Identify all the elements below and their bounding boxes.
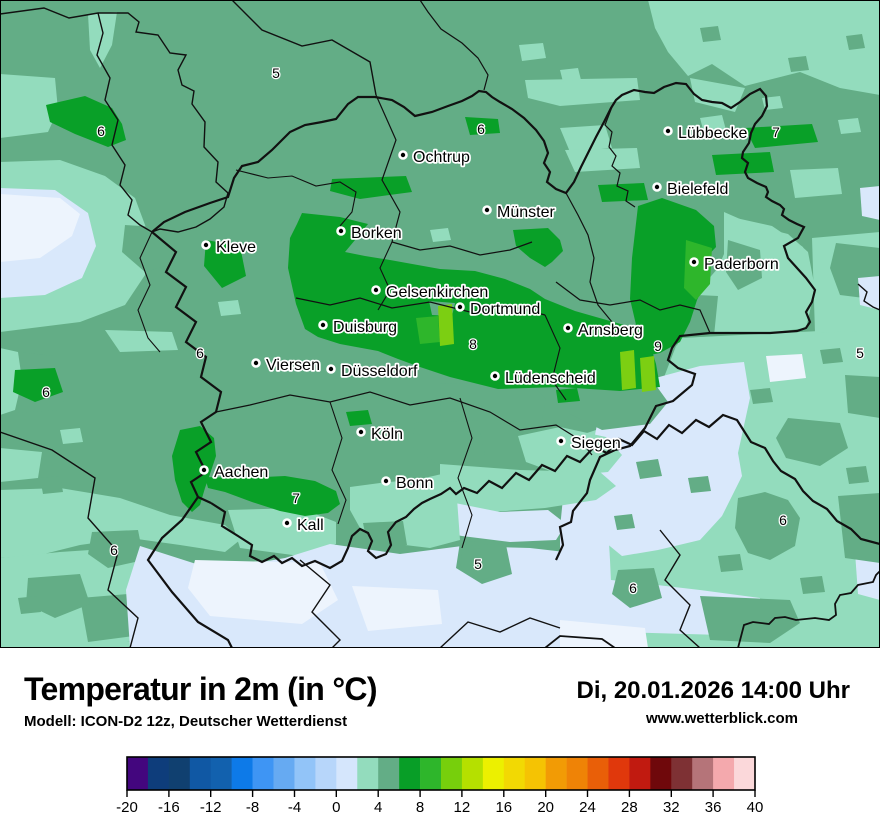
svg-text:40: 40 bbox=[747, 799, 764, 816]
svg-text:6: 6 bbox=[42, 384, 50, 400]
svg-text:6: 6 bbox=[779, 512, 787, 528]
svg-text:Borken: Borken bbox=[351, 225, 402, 242]
svg-text:24: 24 bbox=[579, 799, 596, 816]
svg-text:0: 0 bbox=[332, 799, 340, 816]
svg-text:12: 12 bbox=[454, 799, 471, 816]
svg-text:6: 6 bbox=[629, 580, 637, 596]
svg-text:Kleve: Kleve bbox=[216, 239, 256, 256]
svg-text:Paderborn: Paderborn bbox=[704, 256, 779, 273]
svg-text:16: 16 bbox=[495, 799, 512, 816]
svg-text:Kall: Kall bbox=[297, 517, 324, 534]
svg-text:4: 4 bbox=[374, 799, 382, 816]
svg-text:Düsseldorf: Düsseldorf bbox=[341, 363, 418, 380]
svg-text:5: 5 bbox=[474, 556, 482, 572]
svg-text:Ochtrup: Ochtrup bbox=[413, 149, 470, 166]
svg-text:9: 9 bbox=[654, 338, 662, 354]
svg-text:Viersen: Viersen bbox=[266, 357, 320, 374]
svg-text:Siegen: Siegen bbox=[571, 435, 621, 452]
svg-text:www.wetterblick.com: www.wetterblick.com bbox=[645, 710, 798, 727]
svg-text:-16: -16 bbox=[158, 799, 180, 816]
svg-text:Modell: ICON-D2 12z, Deutscher: Modell: ICON-D2 12z, Deutscher Wetterdie… bbox=[24, 713, 347, 730]
svg-text:-20: -20 bbox=[116, 799, 138, 816]
svg-text:7: 7 bbox=[292, 490, 300, 506]
svg-text:5: 5 bbox=[856, 345, 864, 361]
svg-text:Duisburg: Duisburg bbox=[333, 319, 397, 336]
svg-text:28: 28 bbox=[621, 799, 638, 816]
svg-text:Temperatur in 2m (in °C): Temperatur in 2m (in °C) bbox=[24, 671, 377, 707]
svg-text:5: 5 bbox=[272, 65, 280, 81]
svg-text:Bonn: Bonn bbox=[396, 475, 433, 492]
svg-text:Gelsenkirchen: Gelsenkirchen bbox=[386, 284, 488, 301]
svg-text:Lüdenscheid: Lüdenscheid bbox=[505, 370, 596, 387]
svg-text:Aachen: Aachen bbox=[214, 464, 268, 481]
svg-text:6: 6 bbox=[110, 542, 118, 558]
svg-text:20: 20 bbox=[537, 799, 554, 816]
svg-text:Lübbecke: Lübbecke bbox=[678, 125, 747, 142]
svg-text:-12: -12 bbox=[200, 799, 222, 816]
svg-text:8: 8 bbox=[469, 336, 477, 352]
svg-text:-4: -4 bbox=[288, 799, 301, 816]
svg-text:32: 32 bbox=[663, 799, 680, 816]
svg-text:Dortmund: Dortmund bbox=[470, 301, 540, 318]
svg-text:6: 6 bbox=[196, 345, 204, 361]
svg-text:36: 36 bbox=[705, 799, 722, 816]
svg-text:Arnsberg: Arnsberg bbox=[578, 322, 643, 339]
svg-text:Bielefeld: Bielefeld bbox=[667, 181, 728, 198]
svg-text:7: 7 bbox=[772, 124, 780, 140]
svg-text:Münster: Münster bbox=[497, 204, 555, 221]
svg-text:6: 6 bbox=[97, 123, 105, 139]
svg-text:6: 6 bbox=[477, 121, 485, 137]
svg-text:Köln: Köln bbox=[371, 426, 403, 443]
svg-text:Di, 20.01.2026 14:00 Uhr: Di, 20.01.2026 14:00 Uhr bbox=[576, 677, 850, 704]
svg-text:-8: -8 bbox=[246, 799, 259, 816]
svg-text:8: 8 bbox=[416, 799, 424, 816]
